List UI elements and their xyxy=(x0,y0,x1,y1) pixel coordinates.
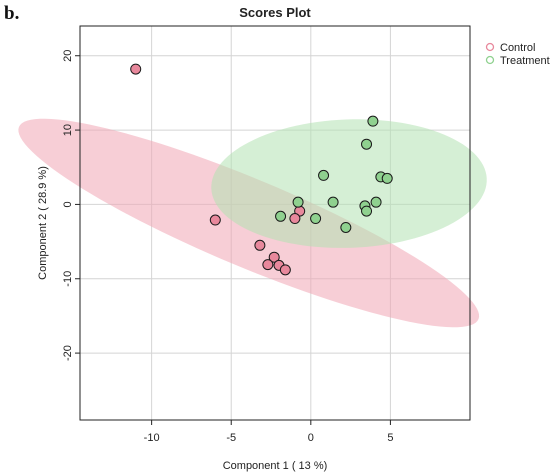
point-treatment xyxy=(367,115,379,127)
x-axis-title: Component 1 ( 13 %) xyxy=(223,460,328,472)
axes: -10 -5 0 5 -20 -10 0 10 20 xyxy=(62,50,394,444)
data-points xyxy=(130,63,393,276)
point-control xyxy=(279,264,291,276)
point-treatment xyxy=(318,169,330,181)
chart-title: Scores Plot xyxy=(239,5,311,20)
x-tick-label: -5 xyxy=(226,432,236,444)
point-control xyxy=(209,214,221,226)
y-tick-label: 10 xyxy=(62,124,74,136)
x-tick-label: -10 xyxy=(144,432,160,444)
point-control xyxy=(268,251,280,263)
legend-label-treatment: Treatment xyxy=(500,55,550,67)
point-control xyxy=(262,259,274,271)
y-tick-label: 0 xyxy=(62,201,74,207)
point-treatment xyxy=(310,213,322,225)
point-treatment xyxy=(275,210,287,222)
plot-frame xyxy=(79,25,471,421)
legend-marker-control xyxy=(485,42,495,52)
point-control xyxy=(254,239,266,251)
panel-label: b. xyxy=(4,3,20,24)
point-treatment xyxy=(292,196,304,208)
point-treatment xyxy=(340,221,352,233)
point-treatment xyxy=(361,138,373,150)
point-control xyxy=(289,213,301,225)
point-treatment xyxy=(327,196,339,208)
y-tick-label: 20 xyxy=(62,50,74,62)
point-treatment xyxy=(370,196,382,208)
point-control xyxy=(130,63,142,75)
y-tick-label: -10 xyxy=(62,271,74,287)
x-tick-label: 5 xyxy=(387,432,393,444)
y-axis-title: Component 2 ( 28.9 %) xyxy=(37,166,49,280)
point-treatment xyxy=(381,172,393,184)
y-tick-label: -20 xyxy=(62,345,74,361)
point-treatment xyxy=(361,205,373,217)
x-tick-label: 0 xyxy=(308,432,314,444)
legend-label-control: Control xyxy=(500,42,535,54)
legend-marker-treatment xyxy=(485,55,495,65)
